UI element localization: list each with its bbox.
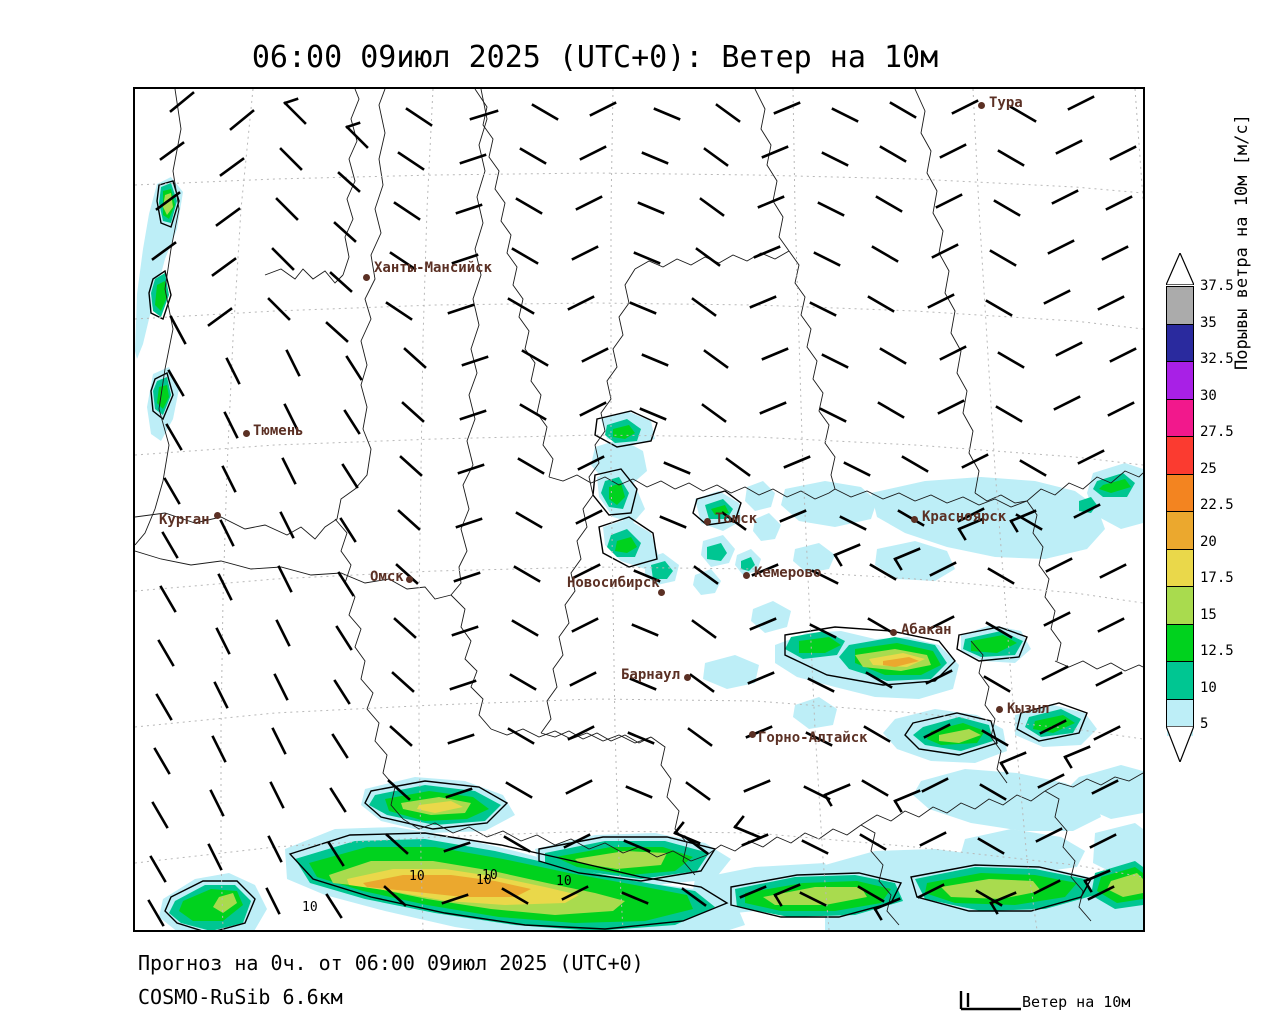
map-canvas bbox=[135, 89, 1143, 930]
colorbar-title: Порывы ветра на 10м [м/с] bbox=[1232, 114, 1252, 370]
colorbar-segment-3 bbox=[1167, 399, 1193, 437]
colorbar-tick-5: 5 bbox=[1200, 716, 1209, 732]
colorbar-segment-2 bbox=[1167, 362, 1193, 400]
city-label-12: Кызыл bbox=[1007, 701, 1050, 717]
colorbar-tick-37-5: 37.5 bbox=[1200, 278, 1234, 294]
city-marker-3[interactable] bbox=[214, 512, 221, 519]
colorbar-segment-5 bbox=[1167, 474, 1193, 512]
forecast-info: Прогноз на 0ч. от 06:00 09июл 2025 (UTC+… bbox=[138, 951, 644, 975]
map-gridlines bbox=[135, 89, 1143, 930]
colorbar-segment-1 bbox=[1167, 324, 1193, 362]
colorbar-strip[interactable] bbox=[1166, 286, 1194, 736]
city-marker-9[interactable] bbox=[890, 629, 897, 636]
colorbar-tick-12-5: 12.5 bbox=[1200, 643, 1234, 659]
city-label-6: Новосибирск bbox=[567, 575, 660, 591]
colorbar-extend-high-arrow bbox=[1166, 253, 1194, 285]
colorbar-extend-low-arrow bbox=[1166, 726, 1194, 762]
city-marker-7[interactable] bbox=[743, 572, 750, 579]
wind-barbs bbox=[147, 91, 1137, 927]
colorbar-tick-20: 20 bbox=[1200, 533, 1217, 550]
region-borders bbox=[135, 89, 1143, 926]
colorbar-tick-32-5: 32.5 bbox=[1200, 351, 1234, 367]
city-marker-5[interactable] bbox=[704, 518, 711, 525]
city-marker-1[interactable] bbox=[363, 274, 370, 281]
city-marker-4[interactable] bbox=[406, 576, 413, 583]
city-marker-0[interactable] bbox=[978, 102, 985, 109]
colorbar-segment-10 bbox=[1167, 662, 1193, 700]
colorbar-tick-22-5: 22.5 bbox=[1200, 497, 1234, 513]
contour-label-0: 10 bbox=[302, 900, 318, 915]
city-label-5: Томск bbox=[715, 511, 758, 527]
colorbar-tick-15: 15 bbox=[1200, 606, 1217, 623]
city-label-9: Абакан bbox=[901, 622, 952, 638]
city-marker-10[interactable] bbox=[684, 674, 691, 681]
contour-label-1: 10 bbox=[409, 869, 425, 884]
colorbar-tick-17-5: 17.5 bbox=[1200, 570, 1234, 586]
page-title: 06:00 09июл 2025 (UTC+0): Ветер на 10м bbox=[251, 40, 939, 75]
colorbar-segment-9 bbox=[1167, 624, 1193, 662]
city-label-8: Красноярск bbox=[922, 509, 1007, 525]
map-frame[interactable]: Тура Ханты-Мансийск Тюмень Курган Омск Томск Н… bbox=[133, 87, 1145, 932]
contour-label-2: 10 bbox=[476, 873, 492, 888]
gust-fill-level-5 bbox=[135, 177, 1143, 930]
colorbar-tick-25: 25 bbox=[1200, 460, 1217, 477]
city-label-3: Курган bbox=[159, 512, 210, 528]
wind-barb-legend-icon bbox=[959, 991, 1021, 1011]
colorbar-segment-6 bbox=[1167, 512, 1193, 550]
colorbar-segment-7 bbox=[1167, 549, 1193, 587]
city-label-7: Кемерово bbox=[754, 565, 822, 581]
city-marker-12[interactable] bbox=[996, 706, 1003, 713]
colorbar-segment-0 bbox=[1167, 287, 1193, 325]
contour-label-3: 10 bbox=[482, 868, 498, 883]
city-label-4: Омск bbox=[370, 569, 404, 585]
city-marker-6[interactable] bbox=[658, 589, 665, 596]
contour-label-4: 10 bbox=[556, 874, 572, 889]
colorbar-tick-27-5: 27.5 bbox=[1200, 424, 1234, 440]
colorbar-tick-30: 30 bbox=[1200, 387, 1217, 404]
wind-barb-legend-label: Ветер на 10м bbox=[1022, 993, 1131, 1011]
gust-fill-level-20 bbox=[363, 657, 919, 897]
city-marker-2[interactable] bbox=[243, 430, 250, 437]
model-info: COSMO-RuSib 6.6км bbox=[138, 985, 343, 1009]
city-marker-11[interactable] bbox=[749, 731, 756, 738]
city-label-10: Барнаул bbox=[621, 667, 681, 683]
colorbar-segment-4 bbox=[1167, 437, 1193, 475]
colorbar[interactable]: 37.5 35 32.5 30 27.5 25 22.5 20 17.5 15 12.5 10 5 bbox=[1166, 253, 1234, 790]
city-label-11: Горно-Алтайск bbox=[758, 730, 868, 746]
colorbar-tick-10: 10 bbox=[1200, 679, 1217, 696]
colorbar-segment-8 bbox=[1167, 587, 1193, 625]
city-label-2: Тюмень bbox=[253, 423, 304, 439]
colorbar-tick-35: 35 bbox=[1200, 314, 1217, 331]
city-label-0: Тура bbox=[989, 95, 1023, 111]
city-marker-8[interactable] bbox=[911, 516, 918, 523]
city-label-1: Ханты-Мансийск bbox=[374, 260, 493, 276]
